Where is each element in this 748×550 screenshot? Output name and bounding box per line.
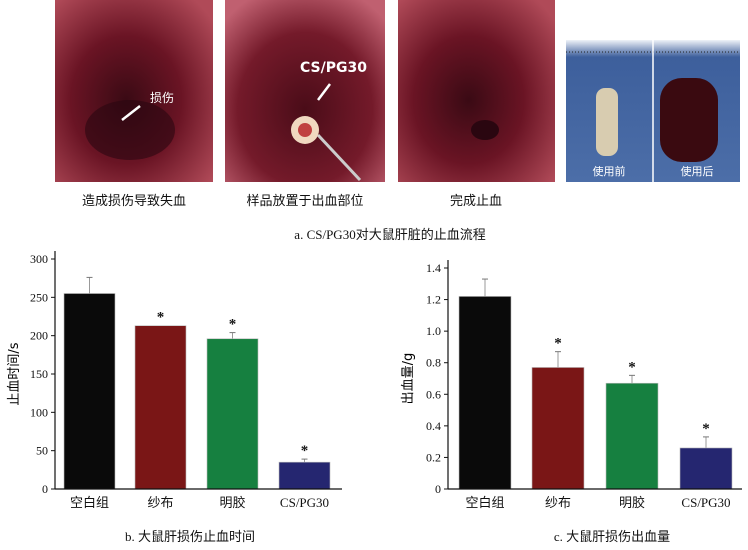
- x-tick-label: 空白组: [465, 495, 504, 510]
- photo-injury: 损伤: [55, 0, 213, 182]
- y-tick-label: 250: [30, 290, 48, 304]
- bar: [134, 325, 187, 490]
- panel-a-title: a. CS/PG30对大鼠肝脏的止血流程: [294, 227, 485, 242]
- photo-sample-placement: CS/PG30: [225, 0, 385, 182]
- bar: [679, 447, 733, 490]
- y-tick-label: 0.6: [426, 387, 441, 401]
- y-tick-label: 0.4: [426, 419, 441, 433]
- after-label: 使用后: [681, 165, 714, 178]
- bar: [605, 382, 659, 490]
- chart-title: c. 大鼠肝损伤出血量: [554, 529, 670, 544]
- x-tick-label: CS/PG30: [280, 495, 329, 510]
- y-tick-label: 300: [30, 252, 48, 266]
- bar: [63, 293, 116, 490]
- sponge-after: [660, 78, 718, 162]
- y-tick-label: 0: [42, 482, 48, 496]
- x-tick-label: 明胶: [219, 495, 245, 510]
- y-tick-label: 150: [30, 367, 48, 381]
- x-tick-label: 空白组: [70, 495, 109, 510]
- sponge-before: [596, 88, 618, 156]
- y-tick-label: 0: [435, 482, 441, 496]
- arrow-icon: [121, 105, 141, 121]
- y-tick-label: 200: [30, 329, 48, 343]
- significance-marker: *: [157, 310, 165, 326]
- before-label: 使用前: [593, 164, 626, 178]
- significance-marker: *: [702, 421, 710, 437]
- photo-before-after: 使用前 使用后: [566, 40, 740, 182]
- significance-marker: *: [554, 336, 562, 352]
- x-tick-label: 纱布: [545, 495, 571, 510]
- photo-label: 损伤: [150, 91, 174, 105]
- significance-marker: *: [628, 359, 636, 375]
- photo-caption: 样品放置于出血部位: [246, 193, 363, 208]
- photo-label: CS/PG30: [300, 60, 367, 76]
- bar: [531, 367, 585, 490]
- chart-title: b. 大鼠肝损伤止血时间: [125, 529, 255, 544]
- x-tick-label: 明胶: [619, 495, 645, 510]
- photo-caption: 完成止血: [450, 193, 502, 208]
- y-tick-label: 50: [36, 444, 48, 458]
- bar: [206, 338, 259, 490]
- photo-hemostasis-complete: [398, 0, 555, 182]
- photo-caption: 造成损伤导致失血: [82, 193, 186, 208]
- y-axis-label: 出血量/g: [401, 353, 416, 405]
- y-axis-label: 止血时间/s: [7, 342, 22, 405]
- y-tick-label: 1.2: [426, 293, 441, 307]
- chart-bleeding-time: 空白组 * 纱布 * 明胶 * CS/PG30 0 50 100 150 200 250 300 止血时间/…: [7, 251, 342, 544]
- x-tick-label: 纱布: [147, 495, 173, 510]
- x-tick-label: CS/PG30: [681, 495, 730, 510]
- chart-blood-loss: 空白组 * 纱布 * 明胶 * CS/PG30 0 0.2 0.4 0.6 0.8 1.0 1.2 1.4 出…: [401, 260, 742, 544]
- significance-marker: *: [301, 443, 309, 459]
- bar: [458, 296, 512, 490]
- y-tick-label: 1.4: [426, 261, 441, 275]
- y-tick-label: 0.8: [426, 356, 441, 370]
- y-tick-label: 0.2: [426, 450, 441, 464]
- bar: [278, 461, 331, 490]
- arrow-icon: [317, 83, 331, 101]
- y-tick-label: 1.0: [426, 324, 441, 338]
- significance-marker: *: [229, 317, 237, 333]
- y-tick-label: 100: [30, 405, 48, 419]
